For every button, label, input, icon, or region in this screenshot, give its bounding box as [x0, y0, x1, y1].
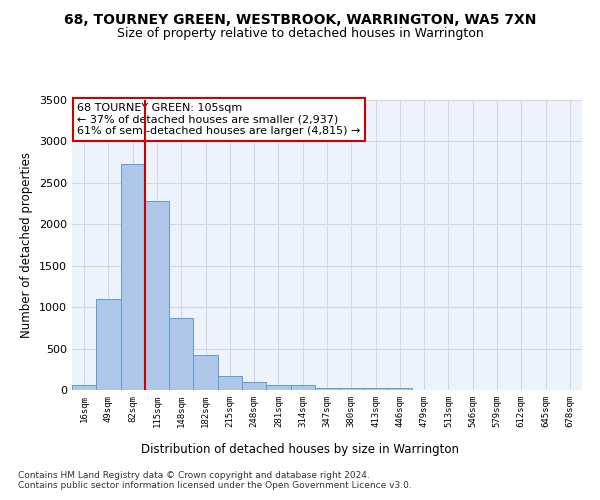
Bar — [145, 201, 169, 390]
Text: 68 TOURNEY GREEN: 105sqm
← 37% of detached houses are smaller (2,937)
61% of sem: 68 TOURNEY GREEN: 105sqm ← 37% of detach… — [77, 103, 361, 136]
Y-axis label: Number of detached properties: Number of detached properties — [20, 152, 34, 338]
Bar — [315, 388, 339, 390]
Text: Size of property relative to detached houses in Warrington: Size of property relative to detached ho… — [116, 28, 484, 40]
Text: Contains HM Land Registry data © Crown copyright and database right 2024.
Contai: Contains HM Land Registry data © Crown c… — [18, 470, 412, 490]
Bar — [242, 382, 266, 390]
Bar — [364, 388, 388, 390]
Bar — [96, 299, 121, 390]
Bar — [266, 384, 290, 390]
Bar — [290, 386, 315, 390]
Bar — [218, 376, 242, 390]
Bar — [121, 164, 145, 390]
Text: 68, TOURNEY GREEN, WESTBROOK, WARRINGTON, WA5 7XN: 68, TOURNEY GREEN, WESTBROOK, WARRINGTON… — [64, 12, 536, 26]
Bar — [169, 318, 193, 390]
Bar — [339, 388, 364, 390]
Bar — [72, 386, 96, 390]
Text: Distribution of detached houses by size in Warrington: Distribution of detached houses by size … — [141, 442, 459, 456]
Bar — [193, 355, 218, 390]
Bar — [388, 388, 412, 390]
